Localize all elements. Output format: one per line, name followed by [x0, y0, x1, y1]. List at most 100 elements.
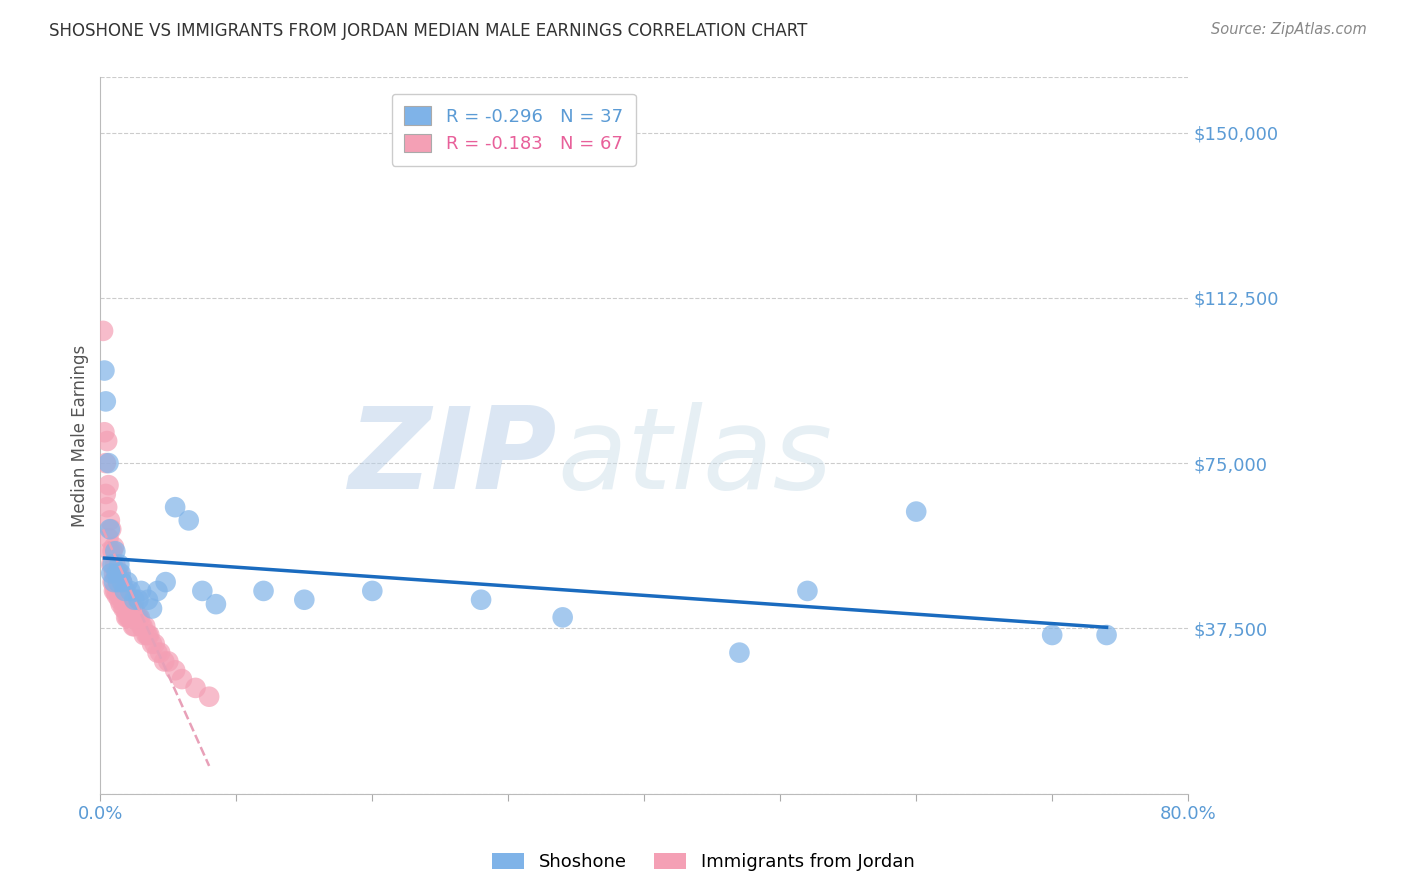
Point — [146, 646, 169, 660]
Point — [115, 583, 138, 598]
Point — [100, 566, 122, 581]
Point — [111, 592, 134, 607]
Point — [103, 575, 125, 590]
Point — [124, 601, 146, 615]
Point — [97, 456, 120, 470]
Point — [100, 522, 122, 536]
Point — [91, 324, 114, 338]
Point — [128, 610, 150, 624]
Point — [112, 601, 135, 615]
Point — [101, 558, 124, 572]
Point — [112, 583, 135, 598]
Point — [94, 456, 117, 470]
Point — [165, 500, 187, 515]
Point — [125, 610, 148, 624]
Point — [198, 690, 221, 704]
Point — [115, 610, 138, 624]
Point — [105, 566, 128, 581]
Point — [107, 583, 129, 598]
Point — [103, 566, 125, 581]
Point — [97, 531, 120, 545]
Text: atlas: atlas — [557, 401, 832, 513]
Text: SHOSHONE VS IMMIGRANTS FROM JORDAN MEDIAN MALE EARNINGS CORRELATION CHART: SHOSHONE VS IMMIGRANTS FROM JORDAN MEDIA… — [49, 22, 807, 40]
Point — [292, 592, 315, 607]
Point — [361, 583, 384, 598]
Point — [108, 592, 131, 607]
Point — [96, 500, 118, 515]
Point — [107, 575, 129, 590]
Point — [125, 610, 148, 624]
Point — [110, 597, 132, 611]
Point — [101, 575, 124, 590]
Point — [470, 592, 492, 607]
Point — [124, 619, 146, 633]
Point — [120, 610, 142, 624]
Legend: Shoshone, Immigrants from Jordan: Shoshone, Immigrants from Jordan — [485, 846, 921, 879]
Point — [96, 434, 118, 448]
Point — [117, 575, 139, 590]
Point — [105, 588, 128, 602]
Point — [1095, 628, 1118, 642]
Text: ZIP: ZIP — [349, 401, 557, 513]
Point — [97, 478, 120, 492]
Point — [184, 681, 207, 695]
Point — [103, 583, 125, 598]
Point — [905, 505, 928, 519]
Point — [129, 583, 152, 598]
Point — [127, 610, 149, 624]
Point — [114, 583, 136, 598]
Point — [138, 628, 160, 642]
Point — [134, 619, 156, 633]
Point — [252, 583, 274, 598]
Point — [93, 363, 115, 377]
Point — [98, 522, 121, 536]
Point — [100, 558, 122, 572]
Point — [1040, 628, 1063, 642]
Point — [135, 628, 157, 642]
Point — [146, 583, 169, 598]
Point — [111, 575, 134, 590]
Point — [114, 583, 136, 598]
Point — [98, 544, 121, 558]
Point — [101, 544, 124, 558]
Point — [104, 544, 127, 558]
Point — [132, 628, 155, 642]
Point — [143, 637, 166, 651]
Point — [122, 601, 145, 615]
Point — [104, 583, 127, 598]
Point — [141, 637, 163, 651]
Point — [170, 672, 193, 686]
Point — [177, 513, 200, 527]
Legend: R = -0.296   N = 37, R = -0.183   N = 67: R = -0.296 N = 37, R = -0.183 N = 67 — [392, 94, 636, 166]
Point — [122, 619, 145, 633]
Point — [165, 663, 187, 677]
Point — [155, 575, 177, 590]
Point — [121, 601, 143, 615]
Point — [191, 583, 214, 598]
Point — [108, 566, 131, 581]
Point — [127, 592, 149, 607]
Point — [110, 566, 132, 581]
Point — [131, 619, 153, 633]
Point — [136, 592, 159, 607]
Y-axis label: Median Male Earnings: Median Male Earnings — [72, 344, 89, 526]
Point — [118, 592, 141, 607]
Point — [111, 575, 134, 590]
Point — [136, 628, 159, 642]
Point — [103, 540, 125, 554]
Point — [118, 610, 141, 624]
Point — [117, 610, 139, 624]
Point — [205, 597, 228, 611]
Point — [141, 601, 163, 615]
Point — [94, 394, 117, 409]
Point — [120, 592, 142, 607]
Point — [728, 646, 751, 660]
Text: Source: ZipAtlas.com: Source: ZipAtlas.com — [1211, 22, 1367, 37]
Point — [94, 487, 117, 501]
Point — [124, 592, 146, 607]
Point — [108, 558, 131, 572]
Point — [98, 513, 121, 527]
Point — [107, 566, 129, 581]
Point — [117, 592, 139, 607]
Point — [110, 575, 132, 590]
